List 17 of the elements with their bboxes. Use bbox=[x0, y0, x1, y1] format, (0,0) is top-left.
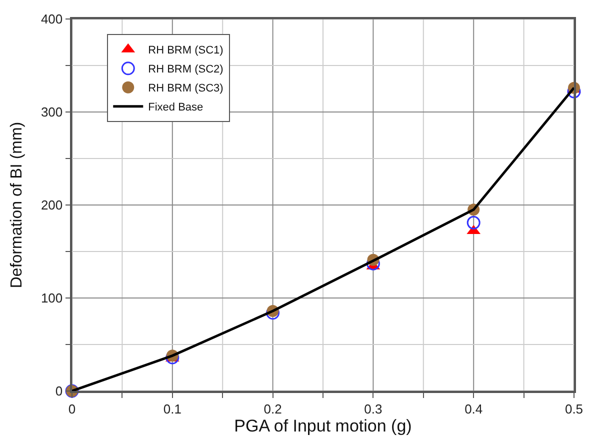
y-tick-label: 200 bbox=[40, 198, 63, 213]
y-tick-label: 0 bbox=[55, 384, 63, 399]
y-axis-title: Deformation of BI (mm) bbox=[8, 122, 26, 288]
legend-label: Fixed Base bbox=[148, 102, 204, 114]
legend-label: RH BRM (SC2) bbox=[148, 64, 224, 76]
x-tick-label: 0.2 bbox=[264, 401, 282, 416]
x-tick-label: 0.4 bbox=[464, 401, 483, 416]
x-tick-label: 0.5 bbox=[564, 401, 584, 416]
legend-label: RH BRM (SC1) bbox=[148, 44, 224, 57]
y-tick-label: 400 bbox=[40, 12, 63, 27]
x-tick-label: 0.1 bbox=[163, 401, 182, 416]
legend-label: RH BRM (SC3) bbox=[148, 82, 224, 95]
x-tick-label: 0 bbox=[68, 401, 76, 416]
x-axis-title: PGA of Input motion (g) bbox=[234, 416, 412, 436]
y-tick-label: 100 bbox=[40, 290, 63, 306]
x-tick-label: 0.3 bbox=[364, 401, 382, 416]
y-tick-label: 300 bbox=[40, 104, 63, 120]
